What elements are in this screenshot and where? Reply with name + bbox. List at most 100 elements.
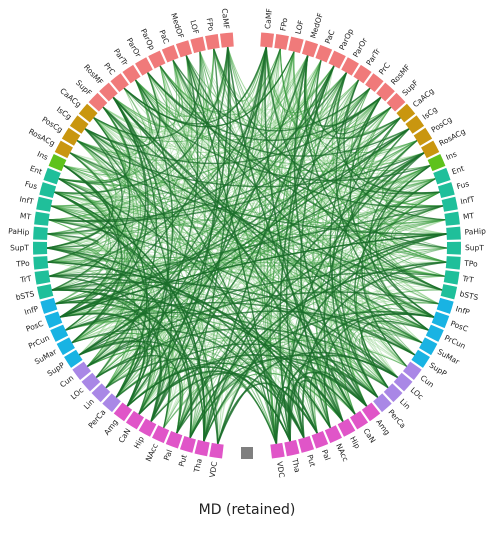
node-lh-put bbox=[179, 435, 196, 453]
edge-mid bbox=[172, 59, 447, 263]
node-lh-camf bbox=[219, 32, 234, 48]
label-lh-prcun: PrCun bbox=[27, 333, 51, 351]
label-lh-supp: SupP bbox=[46, 360, 67, 378]
edge-mid bbox=[384, 165, 436, 193]
edge-strong bbox=[84, 128, 173, 422]
node-lh-hip bbox=[138, 418, 157, 437]
node-rh-paror bbox=[341, 57, 359, 76]
edge-weak bbox=[84, 128, 146, 378]
node-rh-ent bbox=[433, 167, 451, 185]
node-rh-pac bbox=[315, 44, 333, 63]
node-rh-rosmf bbox=[376, 82, 395, 102]
label-rh-rosacg: RosACg bbox=[438, 127, 468, 148]
node-lh-sumar bbox=[56, 337, 75, 356]
edge-strong bbox=[51, 288, 305, 439]
node-lh-amg bbox=[113, 402, 133, 422]
label-lh-partr: ParTr bbox=[112, 47, 130, 68]
node-rh-sumar bbox=[419, 337, 438, 356]
edge-mid bbox=[371, 317, 429, 367]
edge-strong bbox=[368, 152, 429, 331]
label-lh-posc: PosC bbox=[25, 319, 45, 334]
edge-strong bbox=[49, 275, 344, 422]
edge-strong bbox=[172, 59, 371, 132]
edge-mid bbox=[394, 219, 448, 249]
label-lh-tha: Tha bbox=[192, 458, 204, 475]
node-lh-medof bbox=[175, 40, 193, 58]
label-rh-loc: LOc bbox=[409, 385, 425, 401]
edge-mid bbox=[185, 55, 416, 356]
edge-strong bbox=[112, 96, 368, 407]
edge-mid bbox=[332, 72, 443, 291]
node-lh-ent bbox=[43, 167, 61, 185]
label-rh-tpo: TPo bbox=[463, 259, 479, 269]
label-rh-fpo: FPo bbox=[278, 17, 289, 32]
label-rh-posc: PosC bbox=[449, 319, 469, 334]
label-rh-ins: Ins bbox=[445, 149, 459, 162]
node-lh-fpo bbox=[205, 34, 220, 50]
edge-strong bbox=[335, 79, 429, 331]
label-rh-tha: Tha bbox=[290, 457, 302, 474]
label-rh-supp: SupP bbox=[428, 360, 449, 378]
edge-strong bbox=[150, 46, 268, 422]
node-rh-posc bbox=[431, 311, 450, 329]
edge-strong bbox=[289, 313, 435, 442]
edge-mid bbox=[163, 383, 199, 438]
node-lh-lin bbox=[91, 383, 111, 403]
edge-mid bbox=[93, 117, 208, 442]
node-lh-rosmf bbox=[99, 82, 118, 102]
node-lh-pac bbox=[161, 44, 179, 63]
label-rh-supf: SupF bbox=[400, 78, 420, 97]
label-rh-camf: CaMF bbox=[263, 8, 274, 29]
node-lh-poscg bbox=[61, 127, 81, 146]
edge-mid bbox=[189, 389, 212, 442]
node-lh-ins bbox=[48, 154, 67, 172]
label-lh-prc: PrC bbox=[102, 61, 117, 77]
label-lh-pahip: PaHip bbox=[8, 227, 30, 237]
edge-strong bbox=[274, 386, 319, 444]
region-nodes bbox=[33, 32, 461, 459]
label-rh-cun: Cun bbox=[419, 373, 436, 389]
node-lh-parop bbox=[148, 50, 166, 69]
edge-strong bbox=[176, 233, 447, 434]
label-rh-put: Put bbox=[305, 454, 317, 468]
edge-mid bbox=[336, 79, 382, 131]
label-lh-vdc: VDC bbox=[208, 461, 219, 478]
edge-strong bbox=[159, 65, 443, 208]
edge-strong bbox=[331, 72, 392, 135]
edge-strong bbox=[293, 55, 368, 407]
node-rh-fus bbox=[437, 182, 455, 198]
edge-strong bbox=[93, 51, 201, 139]
node-rh-inft bbox=[441, 196, 458, 212]
label-lh-bsts: bSTS bbox=[15, 289, 36, 302]
node-rh-hip bbox=[337, 418, 356, 437]
label-lh-amg: Amg bbox=[102, 417, 120, 436]
label-lh-loc: LOc bbox=[69, 385, 85, 401]
label-rh-hip: Hip bbox=[348, 435, 362, 450]
edge-mid bbox=[58, 60, 178, 182]
node-lh-bsts bbox=[36, 284, 54, 300]
label-rh-pal: Pal bbox=[320, 448, 332, 461]
node-rh-medof bbox=[301, 40, 319, 58]
edge-weak bbox=[265, 46, 309, 104]
node-lh-prcun bbox=[50, 324, 69, 342]
node-rh-supp bbox=[411, 349, 430, 368]
connection-edges bbox=[46, 46, 448, 445]
edge-mid bbox=[65, 315, 356, 415]
node-rh-trt bbox=[443, 270, 460, 285]
label-lh-nacc: NAcc bbox=[144, 442, 160, 463]
edge-strong bbox=[189, 261, 447, 439]
node-lh-iscg bbox=[69, 115, 89, 134]
node-rh-lin bbox=[383, 383, 403, 403]
label-rh-supt: SupT bbox=[465, 243, 484, 252]
edge-weak bbox=[54, 191, 399, 378]
label-rh-paror: ParOr bbox=[351, 36, 370, 59]
edge-weak bbox=[391, 247, 448, 291]
node-lh-paror bbox=[135, 57, 153, 76]
node-rh-supf bbox=[386, 92, 406, 112]
edge-weak bbox=[370, 324, 423, 367]
edge-strong bbox=[264, 46, 344, 422]
edge-weak bbox=[58, 178, 356, 415]
node-lh-rosacg bbox=[54, 140, 73, 159]
edge-strong bbox=[150, 372, 305, 439]
